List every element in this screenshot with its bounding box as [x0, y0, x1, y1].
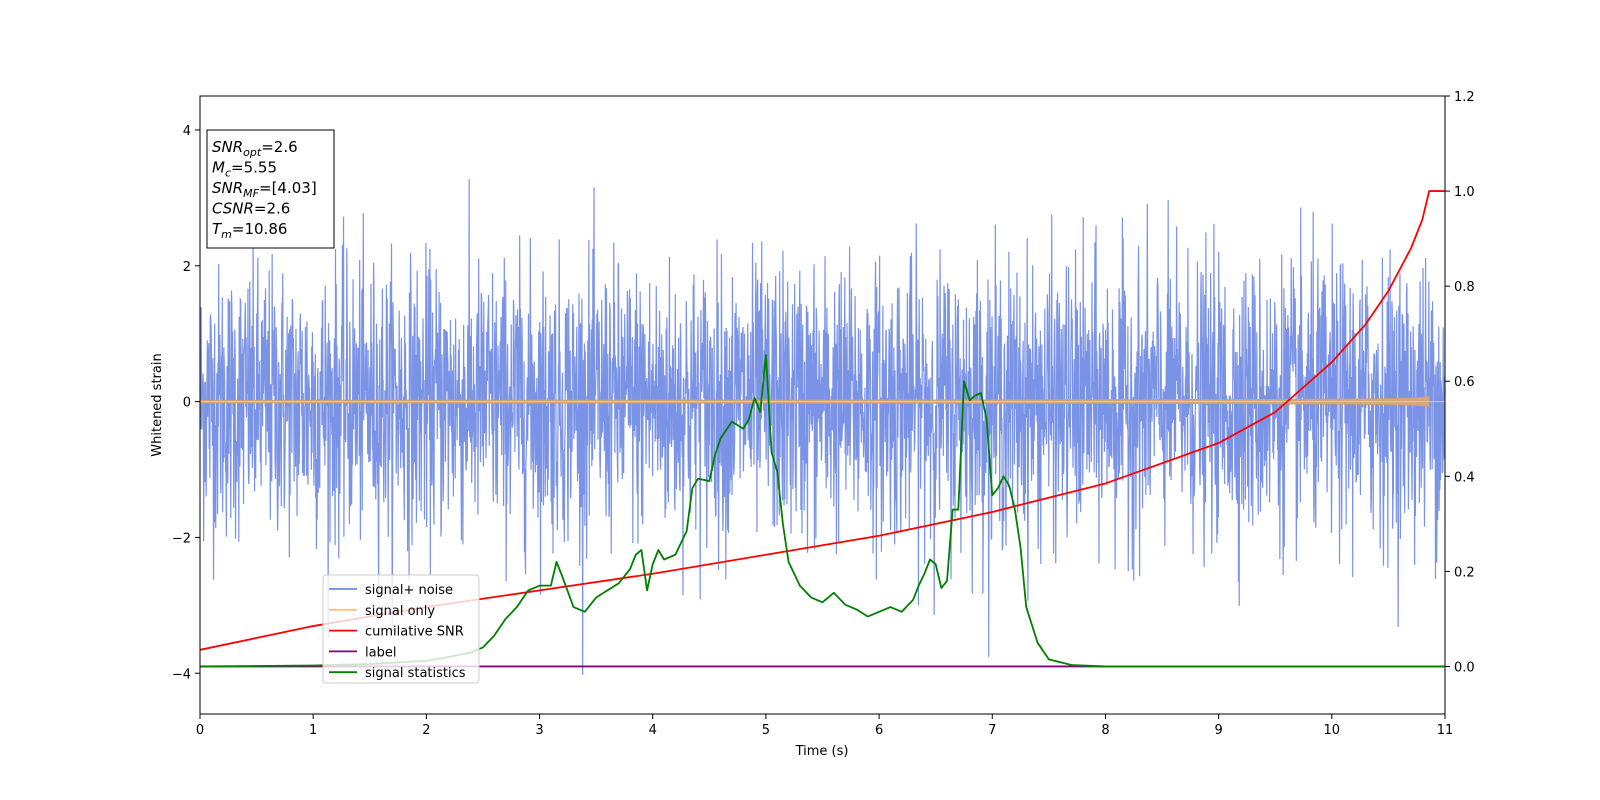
x-tick-label: 5 [762, 723, 770, 738]
y-right-tick-label: 0.2 [1454, 565, 1475, 580]
y-right-tick-label: 0.6 [1454, 375, 1475, 390]
series-signal-noise [200, 179, 1445, 675]
info-subscript: opt [243, 146, 262, 159]
info-value: =10.86 [232, 220, 288, 238]
x-tick-label: 7 [988, 723, 996, 738]
info-box: SNRopt=2.6Mc=5.55SNRMF=[4.03]CSNR=2.6Tm=… [206, 129, 335, 249]
info-subscript: MF [243, 187, 259, 200]
info-symbol: SNR [212, 179, 243, 197]
info-symbol: SNR [212, 138, 243, 156]
legend-frame [322, 574, 480, 684]
y-left-tick-label: −2 [172, 531, 191, 546]
y-right-tick-label: 0.0 [1454, 660, 1475, 675]
x-tick-label: 3 [535, 723, 543, 738]
info-symbol: CSNR [212, 200, 254, 218]
x-tick-label: 4 [649, 723, 657, 738]
legend-entry-label: cumilative SNR [365, 625, 464, 640]
info-value: =2.6 [261, 138, 297, 156]
x-tick-label: 2 [422, 723, 430, 738]
x-axis-label: Time (s) [795, 744, 849, 759]
y-axis-label: Whitened strain [150, 353, 165, 456]
info-value: =[4.03] [259, 179, 317, 197]
info-box-line: CSNR=2.6 [212, 200, 290, 218]
legend-entry-label: signal statistics [365, 666, 466, 681]
y-left-tick-label: 2 [183, 260, 191, 275]
legend-entry-label: signal+ noise [365, 583, 453, 598]
x-tick-label: 0 [196, 723, 204, 738]
info-box-line: Mc=5.55 [212, 159, 277, 180]
y-left-tick-label: 4 [183, 124, 191, 139]
info-box-line: SNRMF=[4.03] [212, 179, 317, 200]
x-tick-label: 9 [1214, 723, 1222, 738]
legend: signal+ noise signal only cumilative SNR la… [322, 574, 480, 684]
series-cumulative-snr [200, 190, 1445, 651]
info-subscript: c [225, 167, 231, 180]
plot-frame [199, 95, 1446, 715]
info-box-line: Tm=10.86 [212, 220, 287, 241]
y-left-tick-label: 0 [183, 396, 191, 411]
x-tick-label: 1 [309, 723, 317, 738]
x-tick-label: 6 [875, 723, 883, 738]
info-subscript: m [221, 228, 232, 241]
axes-layer: 0 1 2 3 4 5 6 7 8 9 10 11 −4 −2 0 2 4 0.0 0.2 0.4 0.6 0.8 1.0 1… [172, 90, 1475, 738]
y-right-tick-label: 0.8 [1454, 280, 1475, 295]
info-value: =5.55 [231, 159, 277, 177]
x-tick-label: 11 [1437, 723, 1454, 738]
info-symbol: T [212, 220, 223, 238]
legend-entry-label: signal only [365, 604, 435, 619]
y-left-tick-label: −4 [172, 667, 191, 682]
y-right-tick-label: 1.0 [1454, 185, 1475, 200]
info-box-frame [206, 129, 335, 249]
series-signal-statistics [200, 354, 1445, 668]
x-tick-label: 8 [1101, 723, 1109, 738]
x-tick-label: 10 [1324, 723, 1341, 738]
info-value: =2.6 [254, 200, 290, 218]
legend-entry-label: label [365, 645, 396, 660]
y-right-tick-label: 0.4 [1454, 470, 1475, 485]
info-symbol: M [212, 159, 225, 177]
info-box-line: SNRopt=2.6 [212, 138, 298, 159]
y-right-tick-label: 1.2 [1454, 90, 1475, 105]
